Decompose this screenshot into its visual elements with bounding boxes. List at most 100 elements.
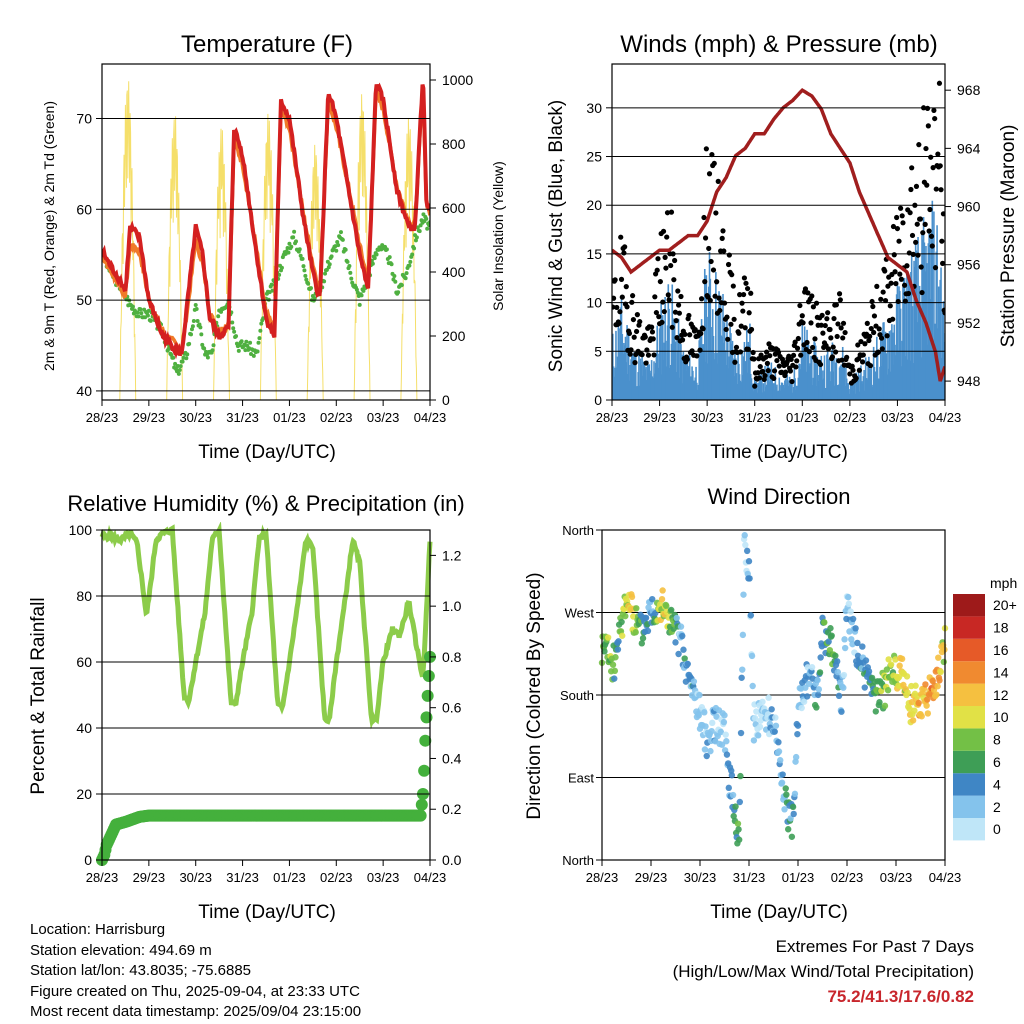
colorbar-swatch: [953, 638, 985, 662]
dewpoint-point: [173, 361, 178, 366]
colorbar-swatch: [953, 728, 985, 751]
gust-point: [812, 336, 818, 342]
dewpoint-point: [135, 310, 140, 315]
dewpoint-point: [166, 347, 171, 352]
winds-title: Winds (mph) & Pressure (mb): [620, 31, 937, 58]
gust-point: [751, 356, 757, 362]
gust-point: [847, 371, 853, 377]
x-tick-label: 31/23: [226, 410, 259, 425]
dewpoint-point: [255, 349, 260, 354]
dewpoint-point: [210, 348, 215, 353]
x-tick-label: 29/23: [133, 410, 166, 425]
plot-frame: [611, 63, 946, 401]
dewpoint-point: [286, 250, 291, 255]
gust-point: [800, 320, 806, 326]
direction-point: [815, 691, 822, 699]
gust-point: [730, 283, 736, 289]
direction-point: [732, 803, 739, 810]
x-tick-label: 30/23: [179, 410, 212, 425]
gust-point: [703, 146, 709, 152]
humidity-title: Relative Humidity (%) & Precipitation (i…: [67, 491, 464, 516]
direction-point: [695, 712, 702, 719]
dewpoint-point: [345, 259, 350, 264]
gust-point: [738, 323, 744, 329]
gust-point: [622, 244, 628, 250]
direction-point: [702, 723, 709, 730]
direction-point: [690, 678, 698, 685]
x-tick-label: 02/23: [834, 410, 867, 425]
dewpoint-point: [297, 247, 302, 252]
dewpoint-point: [176, 371, 181, 376]
gust-point: [923, 145, 929, 152]
dewpoint-point: [357, 302, 362, 307]
gust-point: [745, 346, 751, 352]
gust-point: [714, 279, 720, 285]
winds-panel: Winds (mph) & Pressure (mb) 0 5 10 15 20 25 30…: [546, 31, 1019, 463]
y-right-tick-label: 948: [957, 373, 981, 389]
gust-point: [731, 316, 737, 322]
gust-point: [668, 262, 674, 269]
gust-point: [918, 264, 924, 270]
direction-point: [618, 618, 625, 626]
colorbar-label: 2: [993, 799, 1001, 815]
dewpoint-point: [230, 320, 235, 325]
gust-point: [664, 234, 670, 240]
gust-point: [725, 261, 732, 268]
winds-series: [612, 80, 945, 400]
direction-point: [772, 722, 780, 729]
direction-point: [798, 704, 805, 712]
direction-point: [729, 791, 737, 799]
gust-point: [919, 289, 925, 296]
dewpoint-point: [190, 324, 195, 329]
gust-point: [836, 291, 843, 297]
gust-point: [788, 356, 794, 363]
direction-point: [771, 728, 778, 735]
direction-point: [777, 757, 784, 764]
colorbar-swatch: [953, 594, 985, 617]
y-tick-label: 30: [586, 100, 602, 116]
dewpoint-point: [329, 254, 334, 259]
y-right-tick-label: 0.8: [442, 649, 462, 665]
direction-point: [849, 615, 857, 623]
direction-point: [614, 646, 622, 653]
y-tick-label: 40: [76, 383, 92, 399]
dewpoint-point: [257, 336, 262, 341]
dewpoint-point: [136, 314, 141, 319]
dewpoint-point: [180, 359, 185, 364]
gust-point: [849, 363, 855, 369]
direction-point: [941, 646, 948, 653]
y-tick-label: 15: [586, 246, 602, 262]
direction-point: [717, 728, 725, 736]
gust-point: [758, 352, 764, 358]
direction-point: [912, 682, 919, 689]
gust-point: [651, 352, 657, 358]
gust-point: [879, 346, 885, 352]
gust-point: [612, 295, 617, 301]
dewpoint-point: [413, 238, 418, 243]
gust-point: [874, 283, 880, 289]
plot-frame: [101, 63, 431, 401]
gust-point: [653, 309, 660, 316]
direction-point: [852, 625, 859, 632]
gust-point: [717, 307, 723, 314]
direction-point: [803, 693, 811, 700]
direction-point: [904, 689, 911, 696]
gust-point: [875, 349, 882, 355]
x-tick-label: 03/23: [367, 410, 400, 425]
gust-point: [755, 370, 761, 376]
gust-point: [709, 151, 715, 158]
dewpoint-point: [417, 229, 422, 234]
direction-series: [598, 532, 949, 847]
dewpoint-point: [322, 279, 327, 284]
dewpoint-point: [340, 237, 345, 242]
dewpoint-point: [336, 243, 341, 248]
direction-point: [847, 608, 854, 615]
gust-point: [892, 269, 898, 275]
gust-point: [842, 329, 848, 336]
gust-point: [862, 341, 868, 347]
direction-point: [708, 727, 715, 735]
dewpoint-point: [269, 282, 274, 287]
dewpoint-point: [138, 307, 143, 312]
gust-point: [936, 80, 943, 86]
gust-point: [858, 338, 864, 345]
